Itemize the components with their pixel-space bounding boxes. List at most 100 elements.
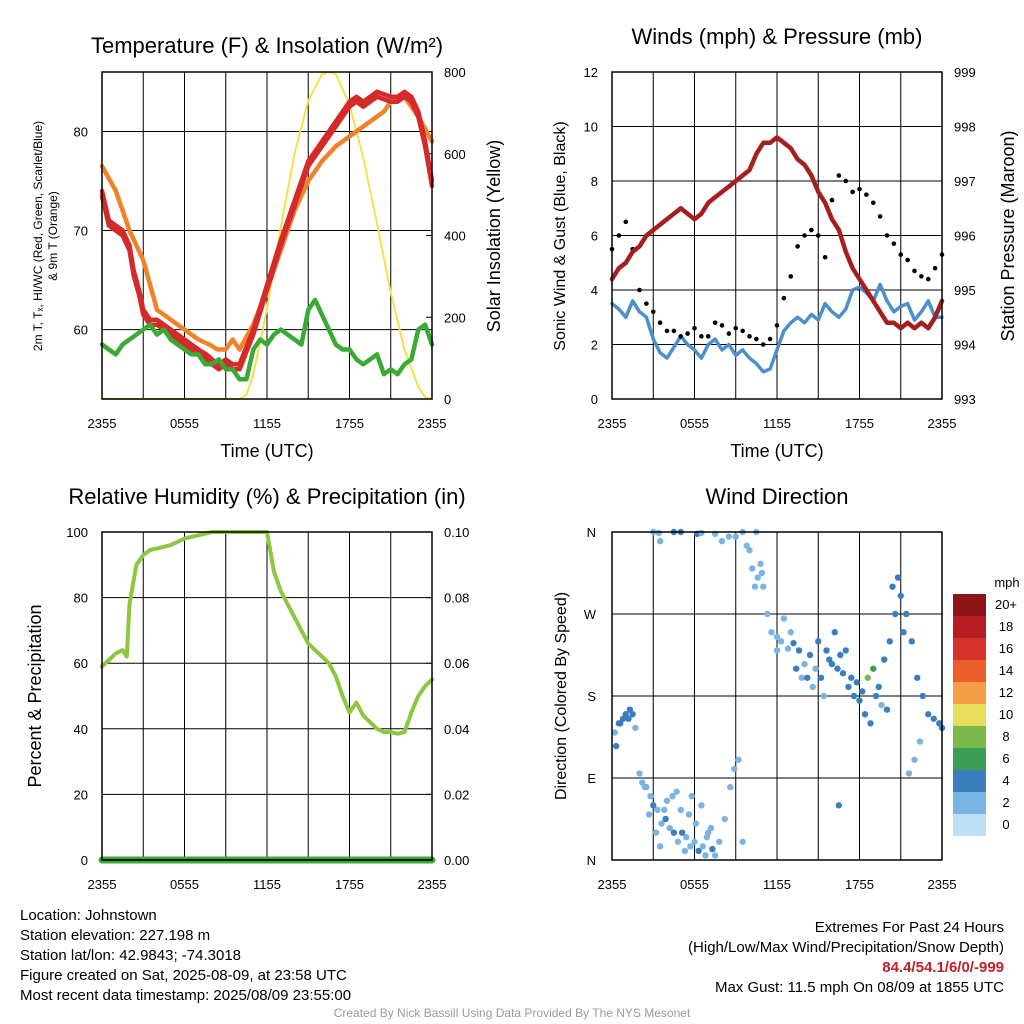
direction-point	[656, 537, 664, 545]
rh-ytick-label: 0	[81, 853, 88, 868]
direction-point	[749, 565, 756, 572]
temp-ylabel-line1: 2m T, Tₓ, HI/WC (Red, Green, Scarlet/Blu…	[31, 121, 45, 351]
wdir-xtick-label: 1155	[763, 877, 791, 892]
gust-point	[699, 334, 704, 339]
direction-point	[801, 660, 808, 668]
direction-point	[881, 656, 888, 663]
direction-point	[685, 811, 693, 818]
direction-point	[850, 692, 858, 700]
direction-point	[886, 638, 893, 645]
temp-ytick-label: 80	[74, 124, 88, 139]
direction-point	[878, 701, 885, 709]
direction-point	[702, 852, 709, 859]
direction-point	[705, 829, 712, 836]
direction-point	[735, 756, 742, 763]
gust-point	[912, 268, 917, 274]
gust-point	[919, 274, 924, 279]
temp-xtick-label: 0555	[170, 416, 199, 431]
direction-point	[666, 824, 673, 832]
gust-point	[795, 244, 800, 249]
direction-point	[925, 711, 932, 718]
winds-series-pressure	[609, 135, 945, 331]
direction-point	[691, 838, 698, 845]
direction-point	[859, 688, 866, 695]
winds-border	[611, 71, 943, 400]
direction-point	[787, 629, 794, 636]
rh-xtick-label: 1755	[335, 877, 364, 892]
colorbar-label: 18	[999, 619, 1013, 634]
direction-point	[655, 529, 662, 537]
colorbar-label: 6	[1002, 751, 1009, 766]
direction-point	[911, 756, 918, 763]
direction-point	[919, 692, 926, 700]
direction-point	[641, 783, 649, 791]
direction-point	[773, 633, 781, 640]
direction-point	[839, 670, 847, 677]
winds-ytick-label: 6	[591, 229, 598, 244]
gust-point	[877, 214, 883, 219]
wdir-ytick-label: N	[587, 525, 596, 540]
direction-point	[654, 806, 661, 814]
colorbar-swatch	[953, 682, 986, 704]
direction-point	[853, 679, 860, 686]
temp-ylabel-line2: & 9m T (Orange)	[46, 191, 60, 281]
direction-point	[678, 829, 686, 836]
direction-point	[681, 847, 689, 855]
rh-chart-title: Relative Humidity (%) & Precipitation (i…	[68, 484, 465, 509]
direction-point	[732, 533, 739, 540]
gust-point	[864, 192, 869, 197]
winds-y2tick-label: 998	[954, 120, 976, 135]
gust-point	[754, 336, 759, 342]
direction-point	[916, 738, 924, 745]
direction-point	[930, 715, 937, 722]
direction-point	[687, 843, 694, 850]
direction-point	[820, 692, 827, 700]
winds-chart-title: Winds (mph) & Pressure (mb)	[632, 24, 923, 49]
direction-point	[739, 838, 746, 845]
temp-ytick-label: 70	[74, 224, 88, 239]
extremes-legend: (High/Low/Max Wind/Precipitation/Snow De…	[688, 939, 1004, 956]
gust-point	[870, 200, 876, 206]
extremes-title: Extremes For Past 24 Hours	[814, 919, 1004, 936]
direction-point	[900, 629, 907, 636]
direction-point	[815, 638, 822, 645]
colorbar-swatch	[953, 770, 986, 792]
direction-point	[626, 706, 634, 713]
wdir-xtick-label: 1755	[845, 877, 874, 892]
gust-point	[898, 252, 904, 257]
gust-point	[857, 186, 862, 192]
direction-point	[670, 829, 678, 836]
rh-y2tick-label: 0.08	[444, 591, 469, 606]
direction-point	[826, 656, 833, 663]
gust-point	[719, 323, 725, 328]
direction-point	[751, 583, 759, 590]
direction-point	[632, 724, 639, 732]
temp-series-dew	[99, 297, 435, 382]
station-info: Location: Johnstown Station elevation: 2…	[20, 906, 351, 1006]
direction-point	[804, 674, 811, 681]
temp-chart-title: Temperature (F) & Insolation (W/m²)	[91, 33, 443, 58]
gust-point	[843, 178, 849, 184]
colorbar-swatch	[953, 704, 986, 726]
gust-point	[891, 241, 897, 246]
colorbar-swatch	[953, 594, 986, 616]
winds-ytick-label: 8	[591, 174, 598, 189]
gust-point	[685, 331, 690, 336]
colorbar-label: 16	[999, 641, 1013, 656]
winds-ytick-label: 4	[591, 283, 598, 298]
gust-point	[623, 219, 629, 225]
direction-point	[757, 560, 764, 568]
winds-y2label: Station Pressure (Maroon)	[998, 130, 1018, 341]
direction-point	[709, 845, 716, 853]
temp-y2tick-label: 800	[444, 65, 466, 80]
rh-xtick-label: 2355	[418, 877, 447, 892]
rh-ytick-label: 100	[66, 525, 88, 540]
direction-point	[842, 647, 849, 654]
winds-series-wind	[610, 282, 944, 374]
direction-point	[725, 533, 733, 540]
winds-y2tick-label: 997	[954, 174, 976, 189]
direction-point	[903, 610, 910, 618]
direction-point	[716, 838, 723, 845]
gust-point	[925, 276, 931, 282]
